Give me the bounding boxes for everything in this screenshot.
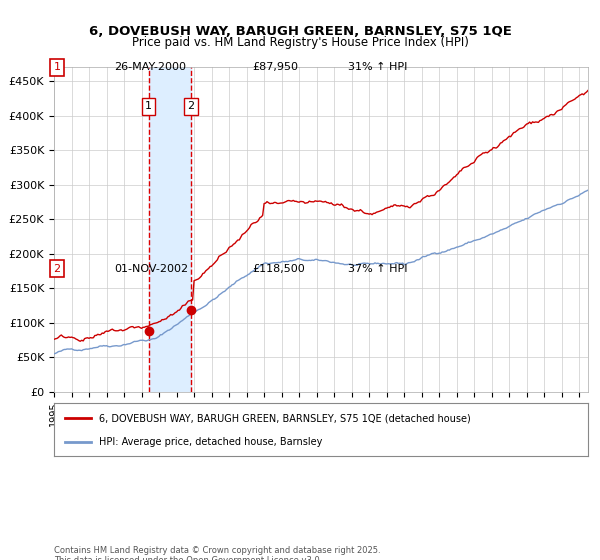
Text: £87,950: £87,950 — [252, 62, 298, 72]
Text: Price paid vs. HM Land Registry's House Price Index (HPI): Price paid vs. HM Land Registry's House … — [131, 36, 469, 49]
Text: Contains HM Land Registry data © Crown copyright and database right 2025.
This d: Contains HM Land Registry data © Crown c… — [54, 546, 380, 560]
Text: 6, DOVEBUSH WAY, BARUGH GREEN, BARNSLEY, S75 1QE: 6, DOVEBUSH WAY, BARUGH GREEN, BARNSLEY,… — [89, 25, 511, 38]
Text: HPI: Average price, detached house, Barnsley: HPI: Average price, detached house, Barn… — [100, 436, 323, 446]
Text: 2: 2 — [188, 101, 194, 111]
Text: 6, DOVEBUSH WAY, BARUGH GREEN, BARNSLEY, S75 1QE (detached house): 6, DOVEBUSH WAY, BARUGH GREEN, BARNSLEY,… — [100, 413, 471, 423]
Text: 2: 2 — [53, 264, 61, 274]
Text: 31% ↑ HPI: 31% ↑ HPI — [348, 62, 407, 72]
Bar — [149, 67, 191, 392]
Text: £118,500: £118,500 — [252, 264, 305, 274]
Text: 26-MAY-2000: 26-MAY-2000 — [114, 62, 186, 72]
Text: 01-NOV-2002: 01-NOV-2002 — [114, 264, 188, 274]
Text: 1: 1 — [145, 101, 152, 111]
Text: 1: 1 — [53, 62, 61, 72]
Text: 37% ↑ HPI: 37% ↑ HPI — [348, 264, 407, 274]
